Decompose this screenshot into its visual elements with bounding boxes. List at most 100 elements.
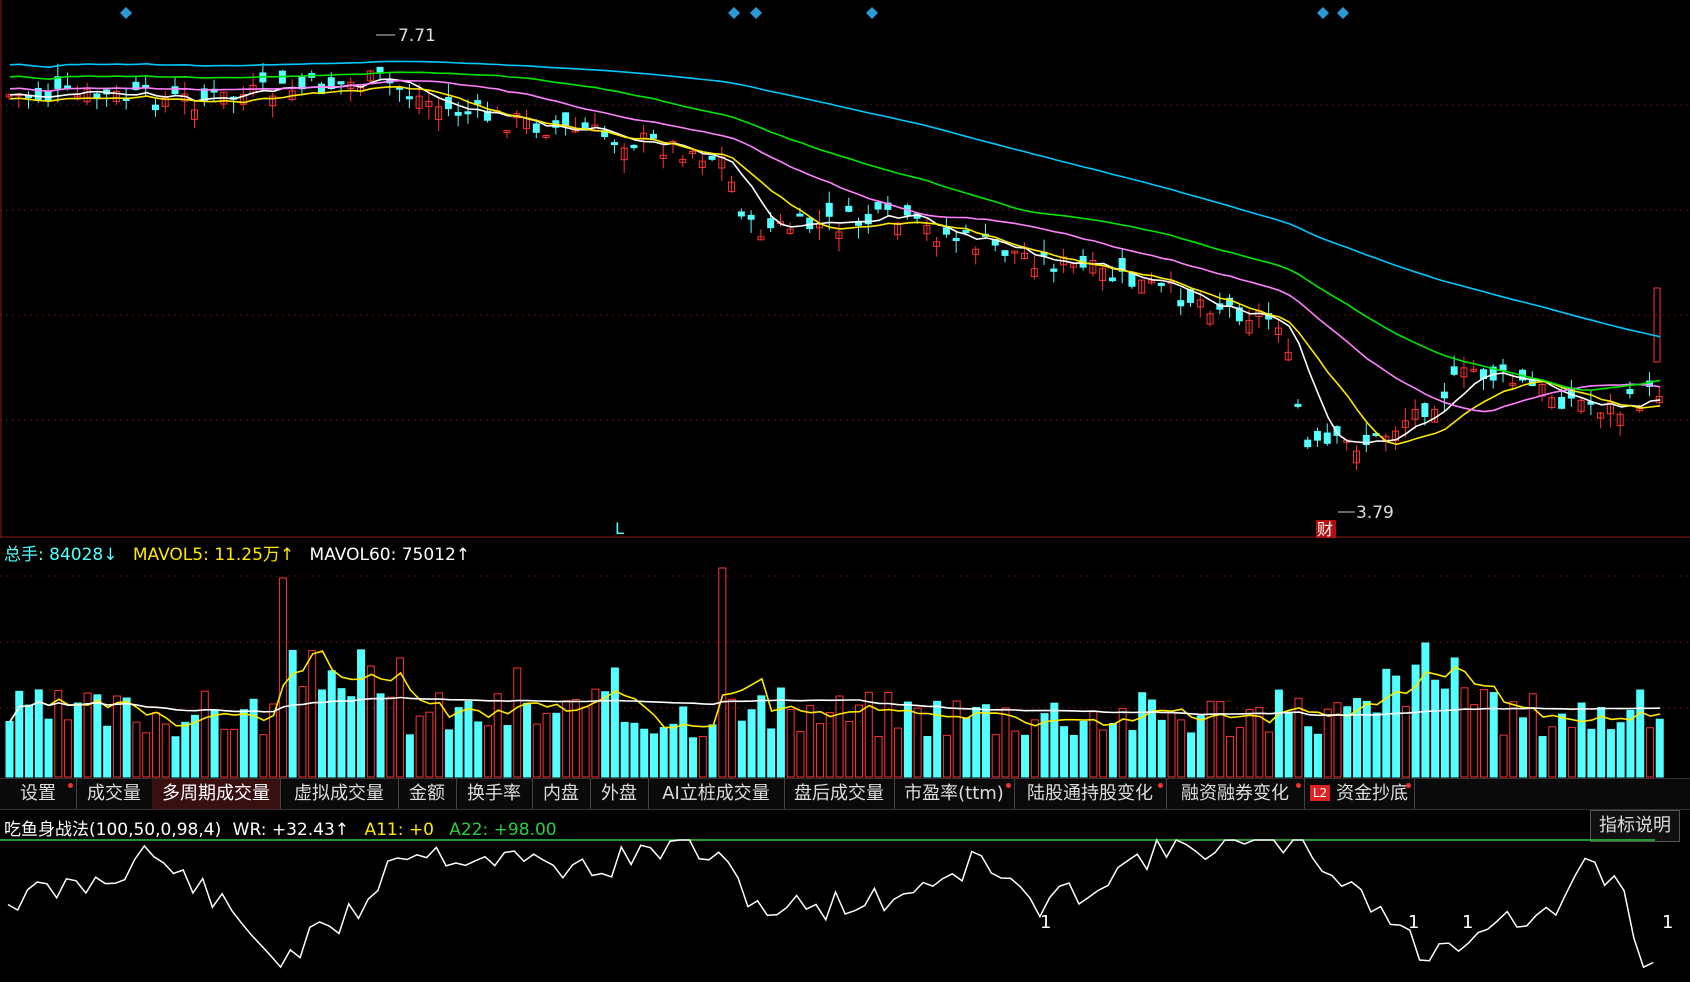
candle-body (708, 155, 716, 160)
tab-label: 内盘 (543, 783, 579, 804)
volume-bar (1157, 719, 1166, 778)
volume-bar (689, 737, 698, 778)
ma10-line (9, 85, 1661, 446)
volume-bar (347, 696, 356, 778)
volume-bar (1021, 734, 1030, 778)
volume-bar (1079, 720, 1088, 778)
candle-body (1460, 367, 1468, 378)
oscillator-panel[interactable]: 1 1 1 1 (0, 810, 1690, 982)
volume-bar (1235, 727, 1244, 778)
candle-body (1499, 364, 1507, 371)
tab-8[interactable]: AI立桩成交量 (648, 779, 785, 809)
volume-bar (1528, 693, 1537, 778)
candle-body (806, 217, 814, 230)
volume-bar (73, 702, 82, 778)
tab-label: 盘后成交量 (794, 783, 884, 804)
price-chart-panel[interactable]: 7.71 3.79 财 L (0, 0, 1690, 538)
volume-bar (1274, 689, 1283, 778)
tab-10[interactable]: 市盈率(ttm) (894, 779, 1015, 809)
volume-bar (786, 708, 795, 778)
volume-bar (396, 657, 405, 778)
candle-body (1274, 327, 1282, 335)
volume-bar (1099, 729, 1108, 778)
wr-line-chart[interactable]: 1 1 1 1 (0, 810, 1690, 982)
candle-body (1440, 391, 1448, 399)
volume-bar (1147, 699, 1156, 778)
volume-bar (1460, 687, 1469, 778)
l-marker: L (615, 519, 624, 538)
candle-body (884, 202, 892, 210)
volume-bar (923, 736, 932, 778)
volume-bar (991, 734, 1000, 778)
volume-bar (913, 707, 922, 778)
volume-bar (1401, 705, 1410, 778)
candle-body (1050, 268, 1058, 272)
candle-body (1089, 260, 1097, 274)
tab-0[interactable]: 设置 (0, 779, 77, 809)
candle-body (1509, 382, 1517, 386)
candle-body (425, 100, 433, 108)
tab-label: 外盘 (601, 783, 637, 804)
volume-bar (552, 712, 561, 778)
volume-bars[interactable] (0, 538, 1690, 778)
candle-body (1099, 268, 1107, 281)
volume-bar (454, 707, 463, 778)
tab-6[interactable]: 内盘 (532, 779, 591, 809)
indicator-explain-button[interactable]: 指标说明 (1590, 810, 1680, 842)
candle-body (532, 123, 540, 133)
candle-body (1001, 250, 1009, 256)
volume-bar (142, 732, 151, 778)
l2-badge: L2 (1309, 785, 1331, 801)
candle-body (1636, 408, 1644, 412)
volume-bar (972, 706, 981, 778)
tab-4[interactable]: 金额 (398, 779, 457, 809)
volume-bar (288, 649, 297, 778)
volume-chart-panel[interactable] (0, 538, 1690, 778)
candle-body (796, 213, 804, 217)
tab-9[interactable]: 盘后成交量 (784, 779, 895, 809)
candlestick-chart[interactable]: 7.71 3.79 财 L (0, 0, 1690, 538)
tab-7[interactable]: 外盘 (590, 779, 649, 809)
volume-bar (210, 709, 219, 778)
tab-3[interactable]: 虚拟成交量 (280, 779, 399, 809)
candle-body (1645, 380, 1653, 387)
volume-bar (1470, 704, 1479, 778)
tab-label: 陆股通持股变化 (1027, 783, 1153, 804)
volume-bar (376, 693, 385, 778)
tab-label: 虚拟成交量 (294, 783, 384, 804)
candle-body (376, 66, 384, 73)
volume-bar (640, 728, 649, 778)
tab-5[interactable]: 换手率 (456, 779, 533, 809)
signal-diamond-icon (750, 7, 762, 19)
volume-header: 总手: 84028↓ MAVOL5: 11.25万↑ MAVOL60: 7501… (4, 540, 480, 565)
tab-11[interactable]: 陆股通持股变化 (1014, 779, 1167, 809)
volume-bar (708, 724, 717, 778)
tab-13[interactable]: L2 资金抄底 (1304, 779, 1415, 809)
candle-body (132, 81, 140, 91)
candle-body (415, 95, 423, 109)
volume-bar (5, 720, 14, 778)
volume-bar (493, 693, 502, 778)
volume-bar (1519, 717, 1528, 778)
volume-bar (200, 690, 209, 778)
candle-body (83, 88, 91, 103)
tab-2[interactable]: 多周期成交量 (152, 779, 281, 809)
volume-bar (523, 702, 532, 778)
volume-bar (1245, 708, 1254, 778)
candle-body (191, 109, 199, 120)
candle-body (1606, 402, 1614, 415)
volume-bar (1118, 707, 1127, 778)
volume-bar (728, 698, 737, 778)
tab-12[interactable]: 融资融券变化 (1166, 779, 1305, 809)
volume-bar (942, 734, 951, 778)
volume-bar (1001, 707, 1010, 778)
tab-1[interactable]: 成交量 (76, 779, 153, 809)
tab-label: 融资融券变化 (1181, 783, 1289, 804)
volume-bar (1323, 708, 1332, 778)
candle-body (1411, 409, 1419, 420)
volume-bar (1284, 711, 1293, 778)
volume-bar (659, 727, 668, 778)
volume-bar (1392, 675, 1401, 778)
candle-body (786, 228, 794, 234)
oscillator-header: 吃鱼身战法(100,50,0,98,4) WR: +32.43↑ A11: +0… (4, 815, 567, 840)
